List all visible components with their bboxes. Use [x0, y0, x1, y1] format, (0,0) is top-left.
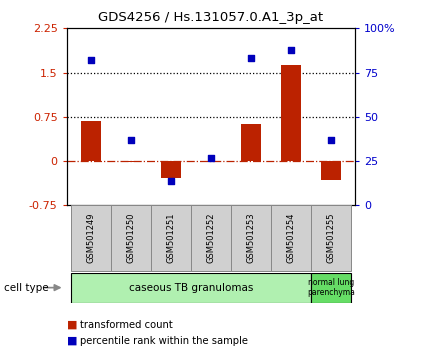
Text: GSM501250: GSM501250 [126, 213, 135, 263]
Bar [111, 205, 150, 271]
Bar [311, 205, 351, 271]
Text: GSM501254: GSM501254 [286, 213, 295, 263]
Title: GDS4256 / Hs.131057.0.A1_3p_at: GDS4256 / Hs.131057.0.A1_3p_at [98, 11, 323, 24]
Point [327, 137, 334, 143]
Bar [71, 205, 111, 271]
Bar [231, 205, 271, 271]
Text: GSM501249: GSM501249 [86, 213, 95, 263]
Text: transformed count: transformed count [80, 320, 172, 330]
Bar [321, 161, 341, 180]
Text: caseous TB granulomas: caseous TB granulomas [129, 282, 253, 293]
Bar [311, 273, 351, 303]
Bar [281, 65, 301, 161]
Text: percentile rank within the sample: percentile rank within the sample [80, 336, 248, 346]
Bar [161, 161, 181, 178]
Text: GSM501253: GSM501253 [246, 213, 255, 263]
Text: GSM501255: GSM501255 [326, 213, 335, 263]
Bar [201, 161, 221, 162]
Text: ■: ■ [67, 336, 77, 346]
Bar [71, 273, 311, 303]
Bar [150, 205, 190, 271]
Bar [190, 205, 231, 271]
Bar [121, 161, 141, 162]
Bar [271, 205, 311, 271]
Point [87, 57, 94, 63]
Point [247, 56, 254, 61]
Point [127, 137, 134, 143]
Text: GSM501251: GSM501251 [166, 213, 175, 263]
Bar [241, 125, 261, 161]
Text: normal lung
parenchyma: normal lung parenchyma [307, 278, 355, 297]
Text: cell type: cell type [4, 282, 49, 293]
Bar [81, 121, 101, 161]
Point [167, 178, 174, 183]
Text: ■: ■ [67, 320, 77, 330]
Text: GSM501252: GSM501252 [206, 213, 215, 263]
Point [287, 47, 294, 52]
Point [207, 155, 214, 160]
